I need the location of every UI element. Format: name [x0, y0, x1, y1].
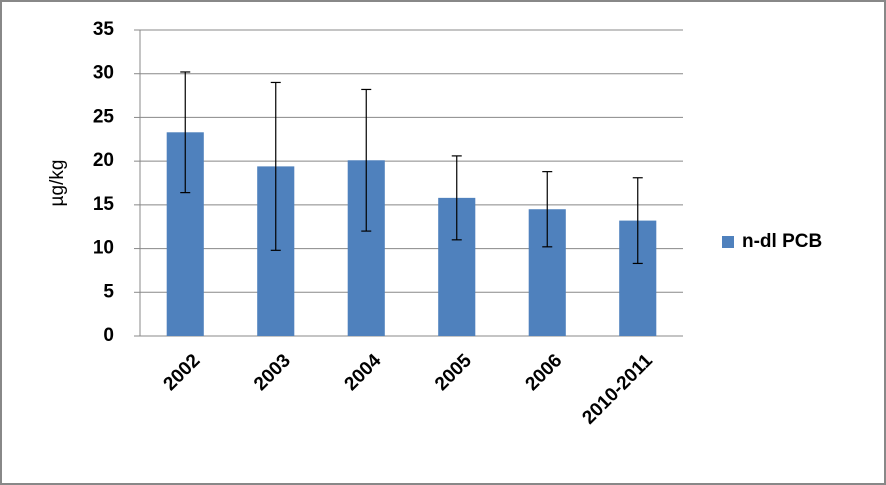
error-bar	[632, 177, 643, 265]
error-bar	[361, 88, 372, 232]
y-tick-label: 5	[103, 281, 114, 302]
y-tick-label: 30	[93, 63, 114, 84]
legend-swatch	[722, 236, 734, 248]
error-bar	[542, 171, 553, 248]
error-bar	[451, 155, 462, 241]
y-axis-label: µg/kg	[47, 160, 68, 207]
y-tick-label: 35	[93, 19, 115, 40]
y-tick-label: 20	[93, 150, 114, 171]
y-tick-label: 25	[93, 106, 115, 127]
error-bar	[180, 71, 191, 194]
y-tick-label: 0	[103, 325, 114, 346]
error-bar	[270, 81, 281, 251]
y-tick-label: 15	[93, 194, 115, 215]
legend-label: n-dl PCB	[742, 231, 822, 252]
y-tick-label: 10	[93, 238, 114, 259]
